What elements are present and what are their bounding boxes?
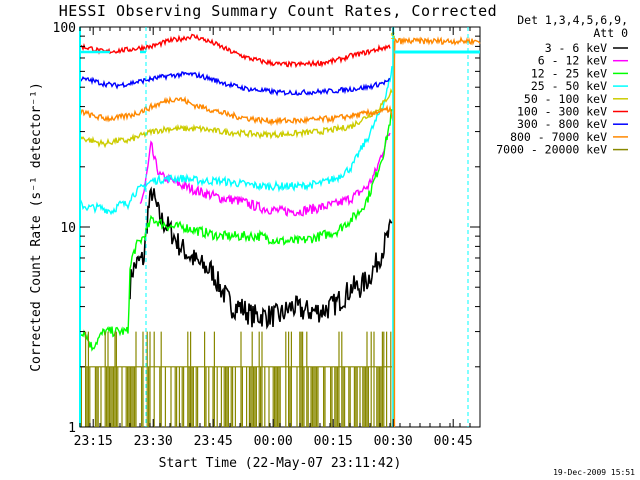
chart-title: HESSI Observing Summary Count Rates, Cor… (59, 2, 497, 20)
series-line-50-100-kev (79, 88, 393, 149)
x-tick-label: 00:30 (374, 434, 413, 449)
legend-header-line: Att 0 (593, 26, 628, 40)
timestamp: 19-Dec-2009 15:51 (553, 468, 635, 477)
x-tick-label: 23:15 (74, 434, 113, 449)
x-tick-label: 00:00 (254, 434, 293, 449)
legend-label: 3 - 6 keV (545, 41, 607, 55)
series-line-300-800-kev (79, 70, 391, 97)
legend-label: 800 - 7000 keV (510, 130, 607, 144)
overlay-marker: S (390, 32, 395, 42)
x-tick-label: 00:15 (314, 434, 353, 449)
series-line-100-300-kev (79, 33, 391, 69)
y-tick-label: 1 (68, 421, 76, 436)
x-tick-label: 23:45 (194, 434, 233, 449)
x-tick-label: 00:45 (434, 434, 473, 449)
series-line-800-7000-kev (79, 35, 481, 127)
legend-label: 25 - 50 keV (531, 79, 607, 93)
legend-label: 12 - 25 keV (531, 66, 607, 80)
legend-label: 100 - 300 keV (517, 105, 607, 119)
series-line-6-12-kev (139, 132, 391, 217)
legend-label: 6 - 12 keV (538, 54, 607, 68)
series-line-7000-20000-kev (79, 331, 392, 427)
y-tick-label: 10 (60, 221, 76, 236)
series-line-3-6-kev (129, 186, 393, 330)
series-7000-20000-kev (79, 331, 392, 427)
x-axis-label: Start Time (22-May-07 23:11:42) (159, 456, 402, 471)
annotation-layer: S (79, 27, 480, 427)
y-axis-label: Corrected Count Rate (s⁻¹ detector⁻¹) (29, 82, 44, 372)
series-line-12-25-kev (79, 109, 393, 352)
legend-label: 7000 - 20000 keV (496, 143, 607, 157)
series-layer (79, 33, 481, 427)
series-line-25-50-kev (79, 66, 393, 216)
x-tick-label: 23:30 (134, 434, 173, 449)
legend-label: 50 - 100 keV (524, 92, 607, 106)
axis-layer: 23:15 23:30 23:45 00:00 00:15 00:30 00:45 1 10 10… (53, 21, 481, 449)
legend-header-line: Det 1,3,4,5,6,9, (517, 13, 628, 27)
legend-label: 300 - 800 keV (517, 117, 607, 131)
y-tick-label: 100 (53, 21, 76, 36)
